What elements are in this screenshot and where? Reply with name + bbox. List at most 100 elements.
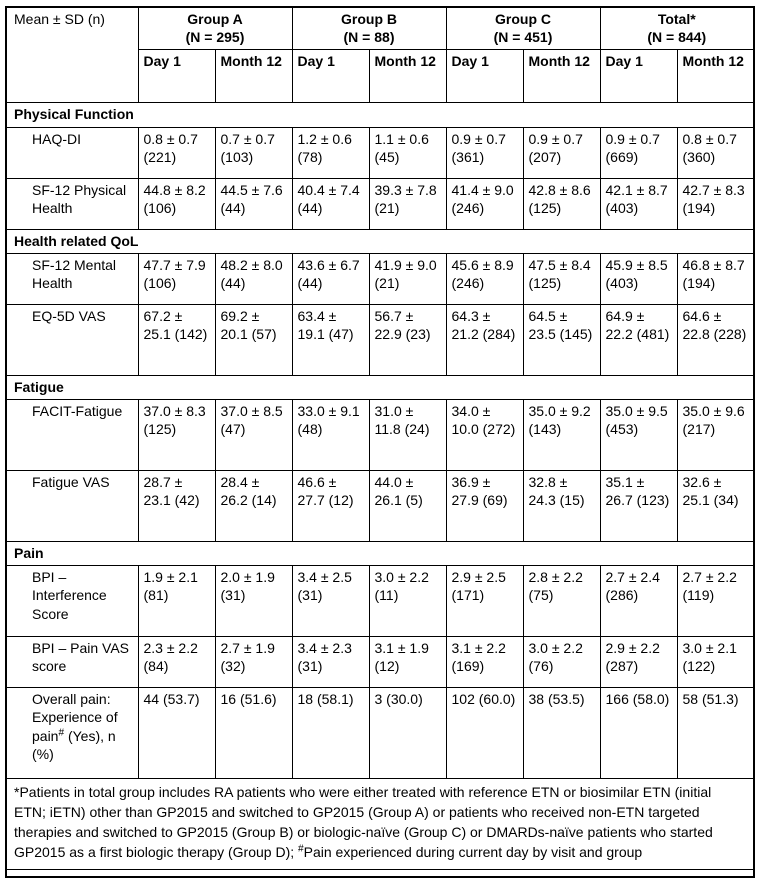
data-cell: 2.3 ± 2.2 (84) [137, 636, 216, 689]
data-cell: 44 (53.7) [137, 687, 216, 780]
data-cell: 46.8 ± 8.7 (194) [676, 252, 755, 305]
data-cell: 36.9 ± 27.9 (69) [445, 469, 524, 542]
visit-header: Day 1 [445, 49, 524, 104]
section-title: Fatigue [5, 374, 755, 400]
table-row-sf12-physical: SF-12 Physical Health 44.8 ± 8.2 (106) 4… [5, 177, 755, 230]
row-label: SF-12 Physical Health [5, 177, 139, 230]
data-cell: 3.4 ± 2.5 (31) [291, 565, 370, 638]
data-cell: 45.6 ± 8.9 (246) [445, 252, 524, 305]
data-cell: 3.1 ± 1.9 (12) [368, 636, 447, 689]
data-cell: 35.0 ± 9.5 (453) [599, 398, 678, 471]
row-label: FACIT-Fatigue [5, 398, 139, 471]
data-cell: 63.4 ± 19.1 (47) [291, 303, 370, 376]
data-cell: 166 (58.0) [599, 687, 678, 780]
data-cell: 64.9 ± 22.2 (481) [599, 303, 678, 376]
data-cell: 40.4 ± 7.4 (44) [291, 177, 370, 230]
table-row-bpi-interference: BPI – Interference Score 1.9 ± 2.1 (81) … [5, 565, 755, 638]
data-cell: 42.8 ± 8.6 (125) [522, 177, 601, 230]
data-cell: 44.8 ± 8.2 (106) [137, 177, 216, 230]
data-cell: 2.8 ± 2.2 (75) [522, 565, 601, 638]
table-row-eq5d-vas: EQ-5D VAS 67.2 ± 25.1 (142) 69.2 ± 20.1 … [5, 303, 755, 376]
group-total-n: (N = 844) [647, 29, 707, 46]
data-cell: 1.1 ± 0.6 (45) [368, 126, 447, 179]
data-cell: 1.2 ± 0.6 (78) [291, 126, 370, 179]
table-row-haq-di: HAQ-DI 0.8 ± 0.7 (221) 0.7 ± 0.7 (103) 1… [5, 126, 755, 179]
data-cell: 41.9 ± 9.0 (21) [368, 252, 447, 305]
group-total-name: Total* [657, 11, 696, 27]
data-cell: 16 (51.6) [214, 687, 293, 780]
corner-label: Mean ± SD (n) [5, 6, 139, 104]
data-cell: 28.7 ± 23.1 (42) [137, 469, 216, 542]
data-cell: 39.3 ± 7.8 (21) [368, 177, 447, 230]
data-cell: 37.0 ± 8.5 (47) [214, 398, 293, 471]
visit-header-row: Day 1 Month 12 Day 1 Month 12 Day 1 Mont… [6, 49, 755, 104]
data-cell: 44.0 ± 26.1 (5) [368, 469, 447, 542]
data-cell: 3.0 ± 2.1 (122) [676, 636, 755, 689]
data-cell: 0.9 ± 0.7 (669) [599, 126, 678, 179]
row-label-text: Overall pain: Experience of pain [32, 691, 118, 744]
data-cell: 42.1 ± 8.7 (403) [599, 177, 678, 230]
table-row-facit-fatigue: FACIT-Fatigue 37.0 ± 8.3 (125) 37.0 ± 8.… [5, 398, 755, 471]
data-cell: 102 (60.0) [445, 687, 524, 780]
visit-header: Month 12 [522, 49, 601, 104]
section-header-fatigue: Fatigue [5, 374, 755, 400]
data-cell: 48.2 ± 8.0 (44) [214, 252, 293, 305]
group-a-name: Group A [187, 11, 243, 27]
data-cell: 58 (51.3) [676, 687, 755, 780]
table-row-bpi-pain-vas: BPI – Pain VAS score 2.3 ± 2.2 (84) 2.7 … [5, 636, 755, 689]
data-cell: 31.0 ± 11.8 (24) [368, 398, 447, 471]
table-row-fatigue-vas: Fatigue VAS 28.7 ± 23.1 (42) 28.4 ± 26.2… [5, 469, 755, 542]
data-cell: 0.8 ± 0.7 (360) [676, 126, 755, 179]
data-cell: 34.0 ± 10.0 (272) [445, 398, 524, 471]
data-cell: 2.7 ± 2.2 (119) [676, 565, 755, 638]
section-title: Physical Function [5, 102, 755, 128]
group-b-n: (N = 88) [343, 29, 395, 46]
row-label: Overall pain: Experience of pain# (Yes),… [5, 687, 139, 780]
data-cell: 35.0 ± 9.6 (217) [676, 398, 755, 471]
data-cell: 1.9 ± 2.1 (81) [137, 565, 216, 638]
group-c-name: Group C [495, 11, 551, 27]
group-b-name: Group B [341, 11, 397, 27]
hash-superscript: # [58, 726, 65, 738]
data-cell: 2.7 ± 2.4 (286) [599, 565, 678, 638]
row-label: HAQ-DI [5, 126, 139, 179]
visit-header: Day 1 [291, 49, 370, 104]
data-cell: 35.1 ± 26.7 (123) [599, 469, 678, 542]
visit-header: Month 12 [214, 49, 293, 104]
data-cell: 64.6 ± 22.8 (228) [676, 303, 755, 376]
data-cell: 32.6 ± 25.1 (34) [676, 469, 755, 542]
table-row-overall-pain: Overall pain: Experience of pain# (Yes),… [5, 687, 755, 780]
visit-header: Month 12 [676, 49, 755, 104]
group-c-header: Group C (N = 451) [445, 6, 601, 51]
data-cell: 45.9 ± 8.5 (403) [599, 252, 678, 305]
data-cell: 43.6 ± 6.7 (44) [291, 252, 370, 305]
footnote: *Patients in total group includes RA pat… [5, 778, 755, 870]
outcomes-table: Mean ± SD (n) Group A (N = 295) Group B … [5, 6, 755, 878]
spacer-cell [5, 868, 755, 878]
data-cell: 64.3 ± 21.2 (284) [445, 303, 524, 376]
footnote-row: *Patients in total group includes RA pat… [5, 778, 755, 870]
data-cell: 0.9 ± 0.7 (207) [522, 126, 601, 179]
data-cell: 44.5 ± 7.6 (44) [214, 177, 293, 230]
table-row-sf12-mental: SF-12 Mental Health 47.7 ± 7.9 (106) 48.… [5, 252, 755, 305]
data-cell: 18 (58.1) [291, 687, 370, 780]
section-title: Pain [5, 540, 755, 567]
group-c-n: (N = 451) [493, 29, 553, 46]
data-cell: 47.7 ± 7.9 (106) [137, 252, 216, 305]
data-cell: 28.4 ± 26.2 (14) [214, 469, 293, 542]
data-cell: 0.7 ± 0.7 (103) [214, 126, 293, 179]
group-a-n: (N = 295) [185, 29, 245, 46]
data-cell: 35.0 ± 9.2 (143) [522, 398, 601, 471]
section-header-pain: Pain [5, 540, 755, 567]
page: Mean ± SD (n) Group A (N = 295) Group B … [5, 6, 755, 878]
data-cell: 33.0 ± 9.1 (48) [291, 398, 370, 471]
row-label: EQ-5D VAS [5, 303, 139, 376]
group-header-row: Mean ± SD (n) Group A (N = 295) Group B … [5, 6, 755, 104]
data-cell: 38 (53.5) [522, 687, 601, 780]
data-cell: 41.4 ± 9.0 (246) [445, 177, 524, 230]
row-label: SF-12 Mental Health [5, 252, 139, 305]
data-cell: 56.7 ± 22.9 (23) [368, 303, 447, 376]
visit-header: Day 1 [599, 49, 678, 104]
data-cell: 3 (30.0) [368, 687, 447, 780]
data-cell: 42.7 ± 8.3 (194) [676, 177, 755, 230]
